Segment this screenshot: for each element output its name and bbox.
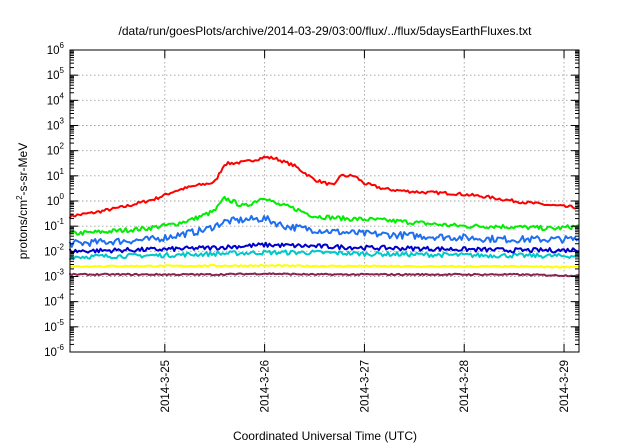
x-axis-title: Coordinated Universal Time (UTC) [233,429,417,443]
y-tick-labels: 10-610-510-410-310-210-11001011021031041… [44,41,64,359]
y-tick-exponent: 1 [60,167,65,176]
plot-frame [69,49,580,353]
y-tick-label: 10-4 [44,293,64,309]
y-tick-base: 10 [44,221,57,233]
y-tick-base: 10 [44,347,57,359]
series-line-4 [69,249,580,261]
series-line-6 [69,263,580,269]
y-tick-label: 10-2 [44,242,64,258]
x-tick-label: 2014-3-28 [459,360,471,412]
x-tick-labels: 2014-3-25 2014-3-26 2014-3-27 2014-3-28 2014… [160,360,571,412]
y-tick-exponent: -3 [57,268,65,277]
chart-title: /data/run/goesPlots/archive/2014-03-29/0… [119,24,533,38]
series-line-3 [69,214,580,248]
y-tick-base: 10 [47,95,60,107]
y-tick-label: 10-6 [44,343,64,359]
y-tick-exponent: -1 [57,217,65,226]
y-tick-base: 10 [47,171,60,183]
y-axis-title: protons/cm2-s-sr-MeV [15,143,30,259]
y-axis-title-superscript: 2 [15,195,24,200]
y-tick-base: 10 [44,297,57,309]
y-tick-label: 101 [47,167,65,183]
y-tick-label: 100 [47,192,65,208]
y-tick-base: 10 [47,121,60,133]
y-tick-base: 10 [47,45,60,57]
series-line-5 [69,241,580,254]
y-tick-exponent: 5 [60,66,65,75]
y-axis-title-part1: protons/cm [16,200,30,259]
x-tick-label: 2014-3-26 [260,360,272,412]
series-line-2 [69,195,580,236]
y-tick-label: 104 [47,91,65,107]
x-tick-label: 2014-3-25 [160,360,172,412]
y-tick-base: 10 [44,272,57,284]
y-axis-title-part2: -s-sr-MeV [16,143,30,196]
y-tick-base: 10 [47,70,60,82]
y-tick-label: 10-1 [44,217,64,233]
series-lines [69,155,580,278]
y-tick-label: 106 [47,41,65,57]
x-tick-label: 2014-3-27 [359,360,371,412]
series-line-7 [69,272,580,278]
y-tick-exponent: 3 [60,117,65,126]
y-tick-label: 103 [47,117,65,133]
y-tick-exponent: -6 [57,343,65,352]
y-tick-base: 10 [47,146,60,158]
y-tick-label: 10-5 [44,318,64,334]
y-tick-exponent: 6 [60,41,65,50]
y-tick-exponent: 4 [60,91,65,100]
y-tick-label: 10-3 [44,268,64,284]
y-tick-base: 10 [44,322,57,334]
y-tick-exponent: -2 [57,242,65,251]
y-tick-label: 102 [47,142,65,158]
y-tick-exponent: 0 [60,192,65,201]
series-line-1 [69,155,580,219]
y-tick-exponent: -4 [57,293,65,302]
y-tick-exponent: 2 [60,142,65,151]
x-tick-label: 2014-3-29 [559,360,571,412]
y-tick-base: 10 [44,246,57,258]
y-tick-label: 105 [47,66,65,82]
y-tick-exponent: -5 [57,318,65,327]
axis-ticks [70,49,579,353]
y-tick-base: 10 [47,196,60,208]
